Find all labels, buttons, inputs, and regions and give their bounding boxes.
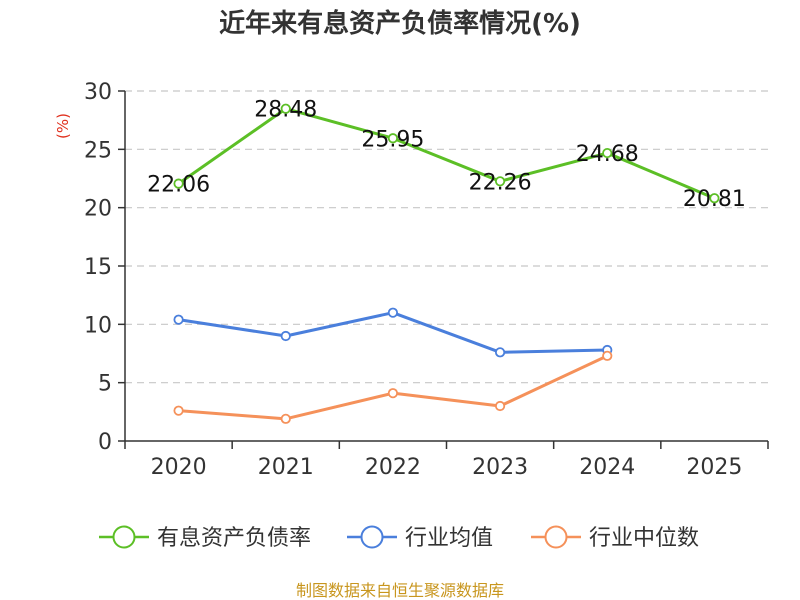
legend: 有息资产负债率 行业均值 行业中位数 xyxy=(99,525,699,551)
x-tick-label: 2020 xyxy=(151,455,207,480)
data-point xyxy=(387,133,399,144)
series-line-1 xyxy=(177,107,715,200)
y-tick-label: 0 xyxy=(98,430,112,455)
legend-marker xyxy=(544,525,568,549)
legend-marker xyxy=(360,525,384,549)
x-tick-label: 2023 xyxy=(472,455,528,480)
series-layer xyxy=(173,103,720,424)
chart-title: 近年来有息资产负债率情况(%) xyxy=(219,8,581,39)
y-tick-label: 15 xyxy=(84,255,112,280)
legend-label: 行业中位数 xyxy=(589,526,699,551)
y-tick-label: 25 xyxy=(84,138,112,163)
x-tick-label: 2021 xyxy=(258,455,314,480)
legend-label: 行业均值 xyxy=(405,526,493,551)
data-point xyxy=(280,413,291,424)
data-point xyxy=(173,314,184,325)
legend-marker xyxy=(112,525,136,549)
legend-label: 有息资产负债率 xyxy=(157,526,311,551)
axes xyxy=(118,90,769,449)
data-label: 22.06 xyxy=(147,173,210,198)
x-tick-label: 2024 xyxy=(579,455,635,480)
x-tick-labels: 2020 2021 2022 2023 2024 2025 xyxy=(151,455,743,480)
y-tick-label: 10 xyxy=(84,313,112,338)
data-labels: 22.06 28.48 25.95 22.26 24.68 20.81 xyxy=(147,98,746,212)
data-point xyxy=(602,147,613,159)
data-label: 24.68 xyxy=(576,142,639,167)
data-point xyxy=(387,307,399,318)
y-tick-label: 30 xyxy=(84,80,112,105)
data-point xyxy=(387,388,399,399)
grid-lines xyxy=(125,90,768,384)
y-tick-label: 5 xyxy=(98,372,112,397)
data-point xyxy=(602,350,613,361)
x-tick-label: 2022 xyxy=(365,455,421,480)
y-tick-labels: 0 5 10 15 20 25 30 xyxy=(84,80,112,455)
y-tick-label: 20 xyxy=(84,197,112,222)
x-tick-label: 2025 xyxy=(686,455,742,480)
data-label: 25.95 xyxy=(361,127,424,152)
source-note: 制图数据来自恒生聚源数据库 xyxy=(296,581,504,600)
data-point xyxy=(494,400,506,412)
data-point xyxy=(280,103,291,114)
data-point xyxy=(173,178,184,189)
y-axis-label: (%) xyxy=(54,113,72,139)
data-point xyxy=(280,330,291,342)
data-point xyxy=(494,347,506,358)
data-label: 22.26 xyxy=(469,170,532,195)
data-label: 20.81 xyxy=(683,187,746,212)
data-point xyxy=(709,193,720,204)
data-label: 28.48 xyxy=(254,98,317,123)
data-point xyxy=(494,176,506,187)
series-line-2 xyxy=(178,311,608,354)
series-line-3 xyxy=(178,354,608,421)
data-point xyxy=(173,405,184,416)
